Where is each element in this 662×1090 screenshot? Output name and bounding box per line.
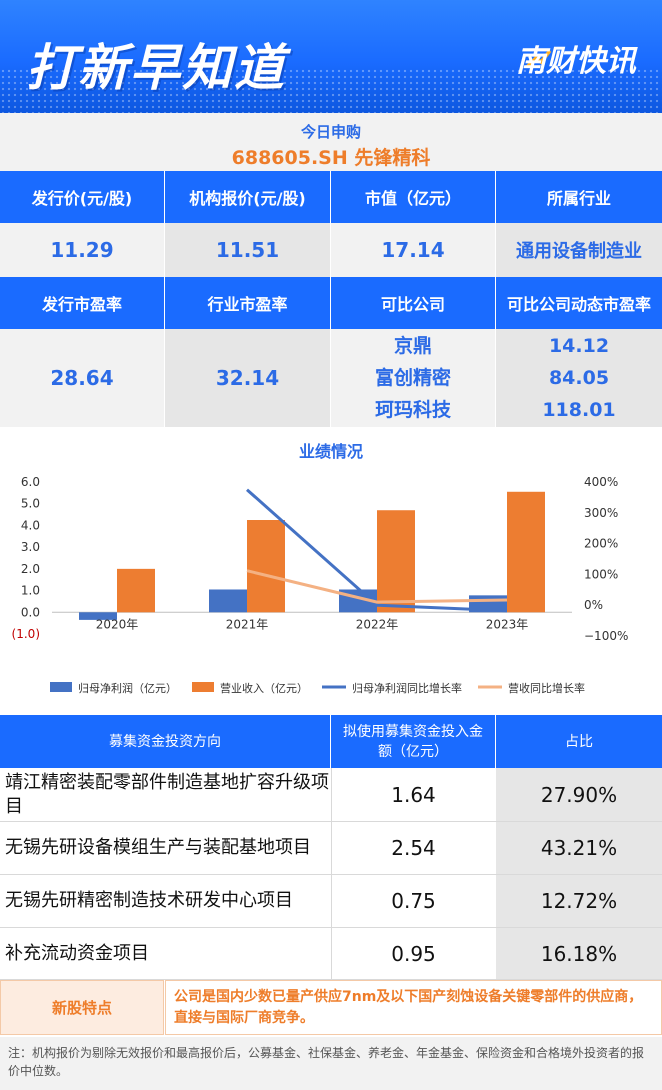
fund-pct: 43.21% xyxy=(496,822,662,874)
industry-value: 通用设备制造业 xyxy=(496,223,662,277)
header-peers: 可比公司 xyxy=(331,277,495,329)
issue-price-value: 11.29 xyxy=(0,223,164,277)
header-peer-pe: 可比公司动态市盈率 xyxy=(496,277,662,329)
peer-company: 京鼎 xyxy=(393,335,432,357)
industry-pe-value: 32.14 xyxy=(165,329,330,427)
legend-swatch xyxy=(192,682,214,692)
line-net-profit-growth xyxy=(246,488,508,613)
fund-pct: 12.72% xyxy=(496,875,662,927)
peer-pe: 84.05 xyxy=(548,367,610,389)
fund-project-name: 无锡先研精密制造技术研发中心项目 xyxy=(0,875,330,927)
y-tick-label: 6.0 xyxy=(21,475,40,489)
header-fund-pct: 占比 xyxy=(496,715,662,768)
fund-pct: 27.90% xyxy=(496,768,662,821)
footnote: 注：机构报价为剔除无效报价和最高报价后，公募基金、社保基金、养老金、年金基金、保… xyxy=(0,1037,662,1090)
peer-company: 富创精密 xyxy=(374,367,451,389)
fund-amount: 1.64 xyxy=(331,768,495,821)
y-tick-label: 2.0 xyxy=(21,562,40,576)
header-fund-direction: 募集资金投资方向 xyxy=(0,715,330,768)
header-institution-price: 机构报价(元/股) xyxy=(165,171,330,223)
chart-canvas: 6.0 5.0 4.0 3.0 2.0 1.0 0.0 (1.0) 400% 300% 200% 10… xyxy=(12,475,629,695)
table-row: 补充流动资金项目 0.95 16.18% xyxy=(0,928,662,980)
header-industry-pe: 行业市盈率 xyxy=(165,277,330,329)
x-tick-label: 2021年 xyxy=(226,617,269,631)
fund-pct: 16.18% xyxy=(496,928,662,979)
peer-company: 珂玛科技 xyxy=(374,399,451,421)
bar-net-profit xyxy=(79,612,117,620)
feature-text: 公司是国内少数已量产供应7nm及以下国产刻蚀设备关键零部件的供应商，直接与国际厂… xyxy=(165,980,662,1035)
info-value-row-1: 11.29 11.51 17.14 通用设备制造业 xyxy=(0,223,662,277)
issue-pe-value: 28.64 xyxy=(0,329,164,427)
info-header-row-2: 发行市盈率 行业市盈率 可比公司 可比公司动态市盈率 xyxy=(0,277,662,329)
y-tick-label: (1.0) xyxy=(12,627,40,641)
y2-tick-label: 400% xyxy=(584,475,618,489)
header-banner: 打新早知道 南财快讯 xyxy=(0,0,662,113)
y-tick-label: 0.0 xyxy=(21,605,40,619)
fund-project-name: 靖江精密装配零部件制造基地扩容升级项目 xyxy=(0,768,330,821)
x-tick-label: 2022年 xyxy=(356,617,399,631)
header-issue-pe: 发行市盈率 xyxy=(0,277,164,329)
stock-code-name: 688605.SH 先锋精科 xyxy=(231,147,431,169)
fund-amount: 2.54 xyxy=(331,822,495,874)
x-tick-label: 2020年 xyxy=(96,617,139,631)
line-revenue-growth xyxy=(246,569,508,604)
bar-net-profit xyxy=(209,589,247,613)
y2-tick-label: 200% xyxy=(584,537,618,551)
header-fund-amount: 拟使用募集资金投入金额（亿元） xyxy=(331,715,495,768)
info-header-row-1: 发行价(元/股) 机构报价(元/股) 市值（亿元） 所属行业 xyxy=(0,171,662,223)
institution-price-value: 11.51 xyxy=(165,223,330,277)
legend-swatch xyxy=(50,682,72,692)
header-market-cap: 市值（亿元） xyxy=(331,171,495,223)
peer-pe-list: 14.12 84.05 118.01 xyxy=(496,329,662,427)
y-tick-label: 4.0 xyxy=(21,518,40,532)
bar-revenue xyxy=(507,491,545,613)
y-tick-label: 1.0 xyxy=(21,584,40,598)
x-tick-label: 2023年 xyxy=(486,617,529,631)
bar-revenue xyxy=(117,568,155,613)
fund-amount: 0.95 xyxy=(331,928,495,979)
y2-tick-label: −100% xyxy=(584,629,628,643)
legend-label: 营业收入（亿元） xyxy=(220,681,308,695)
bar-revenue xyxy=(377,510,415,613)
y-tick-label: 3.0 xyxy=(21,540,40,554)
peer-company-list: 京鼎 富创精密 珂玛科技 xyxy=(331,329,495,427)
info-value-row-2: 28.64 32.14 京鼎 富创精密 珂玛科技 14.12 84.05 118… xyxy=(0,329,662,427)
legend-label: 归母净利润同比增长率 xyxy=(352,681,462,695)
y2-tick-label: 300% xyxy=(584,506,618,520)
feature-label: 新股特点 xyxy=(0,980,164,1035)
y2-tick-label: 0% xyxy=(584,598,603,612)
legend-label: 营收同比增长率 xyxy=(508,681,585,695)
y-tick-label: 5.0 xyxy=(21,497,40,511)
peer-pe: 118.01 xyxy=(542,399,616,421)
ipo-feature: 新股特点 公司是国内少数已量产供应7nm及以下国产刻蚀设备关键零部件的供应商，直… xyxy=(0,980,662,1035)
peer-pe: 14.12 xyxy=(548,335,610,357)
chart-title: 业绩情况 xyxy=(298,442,363,461)
today-label: 今日申购 xyxy=(300,123,361,141)
table-row: 靖江精密装配零部件制造基地扩容升级项目 1.64 27.90% xyxy=(0,768,662,822)
banner-title: 打新早知道 xyxy=(26,39,286,97)
header-industry: 所属行业 xyxy=(496,171,662,223)
header-issue-price: 发行价(元/股) xyxy=(0,171,164,223)
brand-logo: 南财快讯 xyxy=(516,44,636,79)
performance-chart: 业绩情况 6.0 5.0 4.0 3.0 2.0 1.0 0.0 (1.0) 400% 300% 2… xyxy=(0,428,662,712)
table-row: 无锡先研设备模组生产与装配基地项目 2.54 43.21% xyxy=(0,822,662,875)
fund-table-header: 募集资金投资方向 拟使用募集资金投入金额（亿元） 占比 xyxy=(0,715,662,768)
banner-dot-pattern xyxy=(0,68,662,113)
trend-arrow-icon xyxy=(526,50,551,68)
table-row: 无锡先研精密制造技术研发中心项目 0.75 12.72% xyxy=(0,875,662,928)
fund-project-name: 补充流动资金项目 xyxy=(0,928,330,979)
y2-tick-label: 100% xyxy=(584,567,618,581)
market-cap-value: 17.14 xyxy=(331,223,495,277)
today-subscription: 今日申购 688605.SH 先锋精科 xyxy=(0,113,662,171)
legend-label: 归母净利润（亿元） xyxy=(78,681,177,695)
bar-revenue xyxy=(247,520,285,613)
fund-amount: 0.75 xyxy=(331,875,495,927)
fund-project-name: 无锡先研设备模组生产与装配基地项目 xyxy=(0,822,330,874)
